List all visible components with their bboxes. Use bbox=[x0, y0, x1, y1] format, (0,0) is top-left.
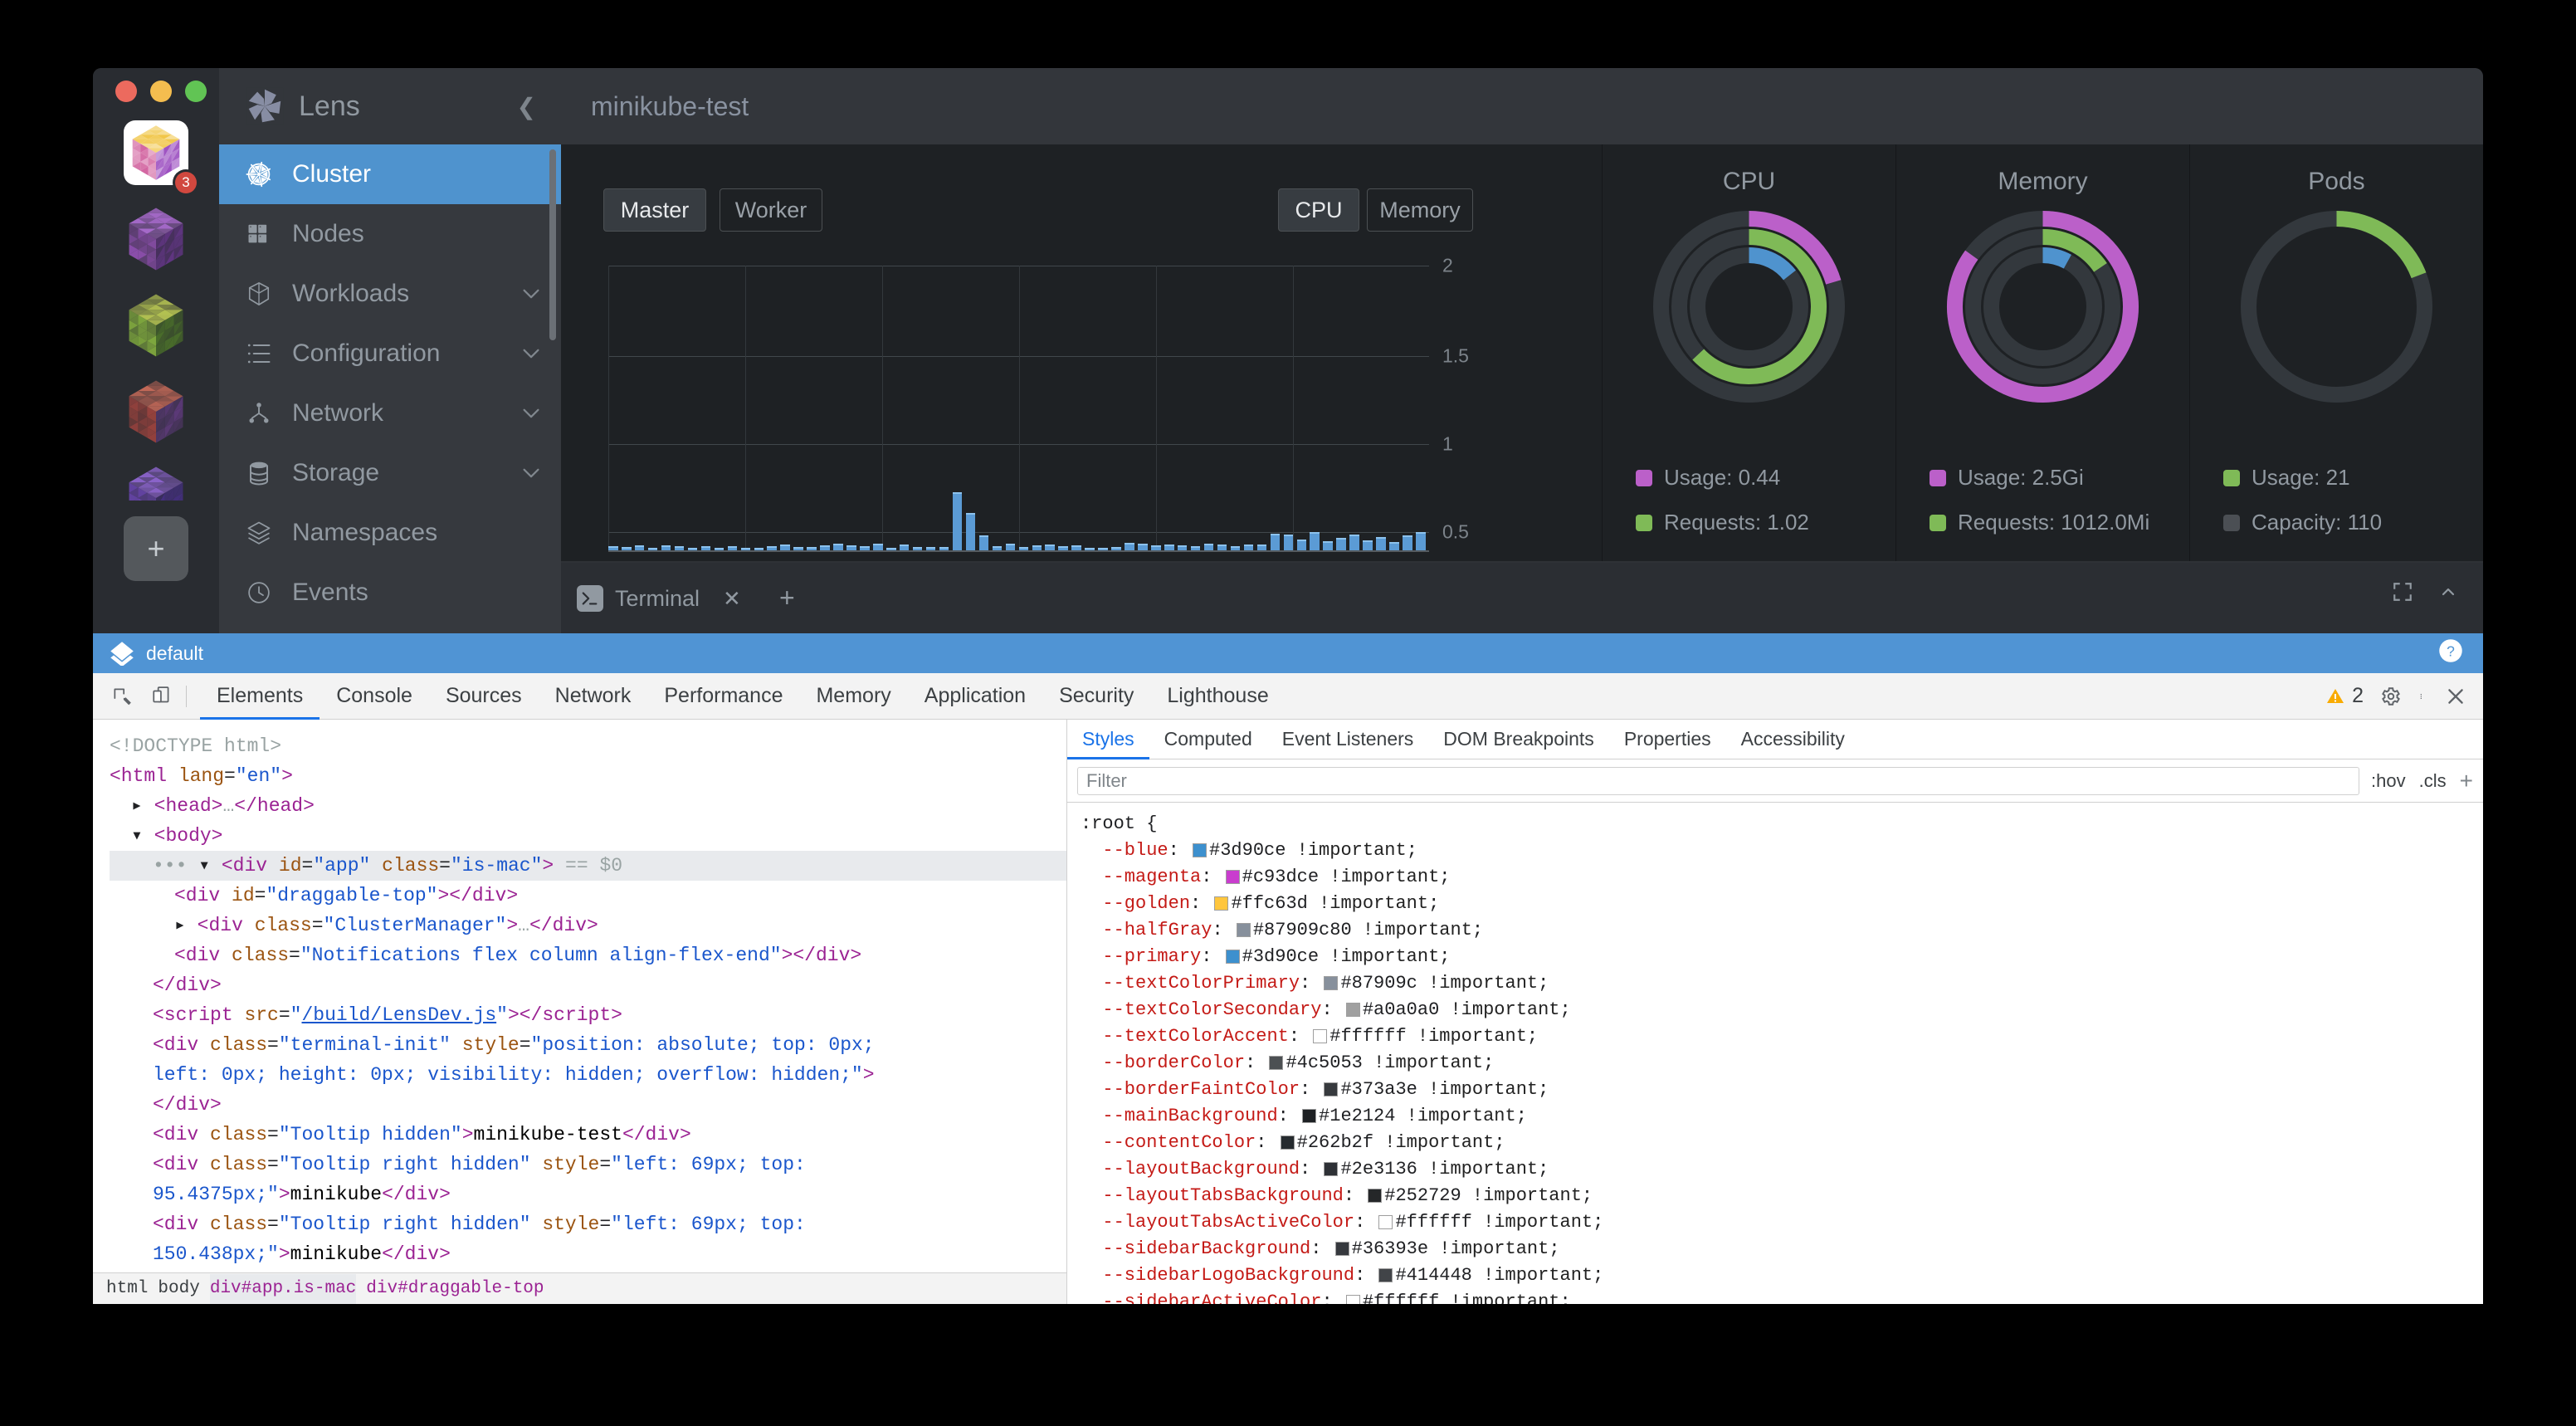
svg-text:?: ? bbox=[2447, 642, 2455, 659]
